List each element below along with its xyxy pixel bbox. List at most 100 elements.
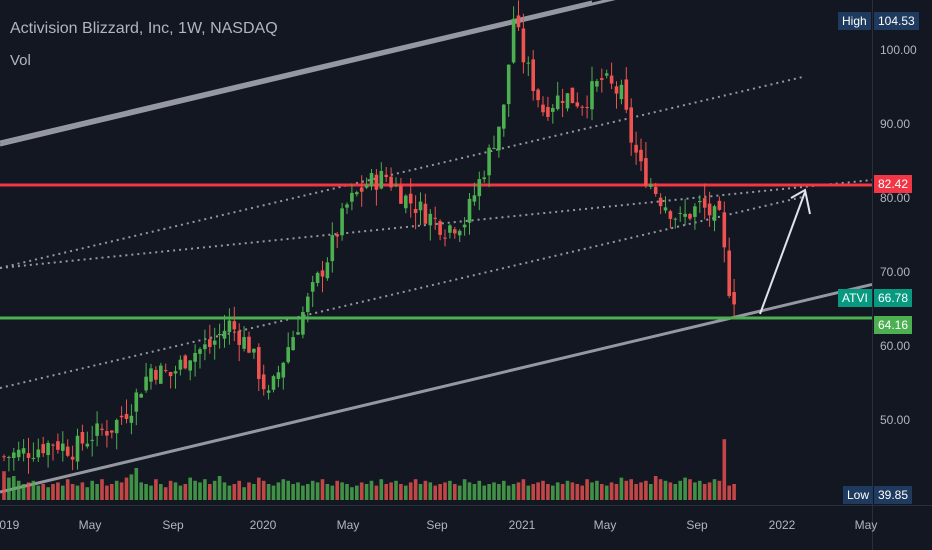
volume-bar bbox=[727, 485, 731, 500]
candle-body bbox=[261, 374, 266, 390]
volume-bar bbox=[600, 484, 604, 500]
candle-body bbox=[7, 456, 11, 458]
candle-body bbox=[286, 347, 290, 363]
candle-body bbox=[629, 107, 633, 143]
volume-bar bbox=[536, 482, 540, 500]
candle-body bbox=[70, 456, 75, 460]
candle-body bbox=[325, 262, 330, 279]
candle-body bbox=[227, 320, 232, 332]
candle-body bbox=[644, 158, 648, 187]
candle-body bbox=[614, 86, 619, 94]
candle-body bbox=[149, 368, 153, 382]
volume-bar bbox=[580, 485, 584, 500]
candle-body bbox=[217, 334, 222, 336]
volume-bar bbox=[604, 485, 609, 500]
volume-bar bbox=[531, 484, 535, 500]
price-tick-label: 80.00 bbox=[880, 191, 911, 206]
volume-bar bbox=[546, 484, 550, 500]
candle-body bbox=[340, 208, 344, 236]
volume-bar bbox=[46, 487, 50, 500]
volume-bar bbox=[144, 484, 148, 500]
candle-body bbox=[727, 250, 731, 296]
volume-bars bbox=[2, 439, 736, 500]
candle-body bbox=[114, 419, 119, 434]
volume-bar bbox=[472, 484, 477, 500]
candle-body bbox=[624, 79, 629, 110]
volume-bar bbox=[85, 487, 90, 500]
candle-body bbox=[31, 457, 36, 459]
candle-body bbox=[257, 347, 261, 379]
volume-bar bbox=[306, 484, 310, 500]
candle-body bbox=[330, 235, 335, 262]
candle-body bbox=[462, 224, 467, 228]
candle-body bbox=[21, 448, 26, 454]
candle-body bbox=[374, 174, 379, 190]
volume-bar bbox=[438, 484, 442, 500]
volume-bar bbox=[222, 482, 227, 500]
candle-body bbox=[36, 449, 41, 458]
volume-bar bbox=[590, 482, 594, 500]
volume-bar bbox=[95, 484, 99, 500]
volume-bar bbox=[212, 480, 217, 500]
volume-bar bbox=[56, 482, 60, 500]
candle-body bbox=[457, 230, 462, 236]
candle-body bbox=[413, 208, 418, 214]
volume-bar bbox=[16, 480, 21, 500]
volume-bar bbox=[208, 484, 212, 500]
candle-body bbox=[90, 439, 94, 441]
volume-bar bbox=[404, 485, 408, 500]
candle-body bbox=[649, 184, 653, 187]
candle-body bbox=[580, 106, 584, 108]
candle-body bbox=[232, 321, 237, 330]
volume-bar bbox=[105, 485, 109, 500]
high-label-tag: High bbox=[838, 12, 871, 30]
volume-bar bbox=[448, 480, 452, 500]
candle-body bbox=[546, 106, 550, 117]
volume-bar bbox=[688, 479, 692, 500]
high-value-tag: 104.53 bbox=[874, 12, 919, 30]
volume-bar bbox=[173, 482, 178, 500]
volume-bar bbox=[644, 480, 648, 500]
candle-body bbox=[26, 453, 31, 458]
volume-bar bbox=[379, 479, 384, 500]
candle-body bbox=[590, 81, 594, 110]
volume-bar bbox=[75, 485, 80, 500]
channel-line bbox=[0, 75, 806, 269]
volume-bar bbox=[423, 480, 428, 500]
volume-bar bbox=[320, 479, 325, 500]
candle-body bbox=[712, 206, 717, 221]
candle-body bbox=[497, 126, 501, 151]
candle-body bbox=[369, 173, 374, 187]
volume-bar bbox=[359, 482, 364, 500]
candle-body bbox=[600, 78, 604, 80]
volume-bar bbox=[261, 480, 266, 500]
candle-body bbox=[526, 62, 531, 64]
volume-bar bbox=[526, 485, 531, 500]
time-tick-label: Sep bbox=[162, 518, 184, 532]
candle-body bbox=[178, 359, 183, 370]
volume-bar bbox=[428, 482, 433, 500]
candle-body bbox=[310, 282, 315, 292]
volume-bar bbox=[502, 480, 506, 500]
volume-bar bbox=[609, 482, 614, 500]
volume-bar bbox=[399, 484, 403, 500]
volume-bar bbox=[247, 482, 251, 500]
candle-body bbox=[247, 336, 251, 353]
volume-bar bbox=[271, 485, 276, 500]
candle-body bbox=[12, 452, 16, 458]
candle-body bbox=[276, 372, 281, 379]
candle-body bbox=[271, 376, 276, 390]
volume-bar bbox=[658, 479, 663, 500]
volume-bar bbox=[551, 485, 555, 500]
volume-bar bbox=[663, 480, 668, 500]
volume-bar bbox=[286, 480, 290, 500]
candle-body bbox=[673, 218, 678, 220]
volume-bar bbox=[477, 480, 482, 500]
volume-bar bbox=[217, 476, 222, 500]
candle-body bbox=[634, 144, 638, 153]
candle-body bbox=[555, 95, 560, 110]
low-value-tag: 39.85 bbox=[874, 486, 913, 504]
candle-body bbox=[516, 15, 521, 28]
candle-body bbox=[707, 203, 712, 216]
horizontal-levels bbox=[0, 183, 872, 320]
